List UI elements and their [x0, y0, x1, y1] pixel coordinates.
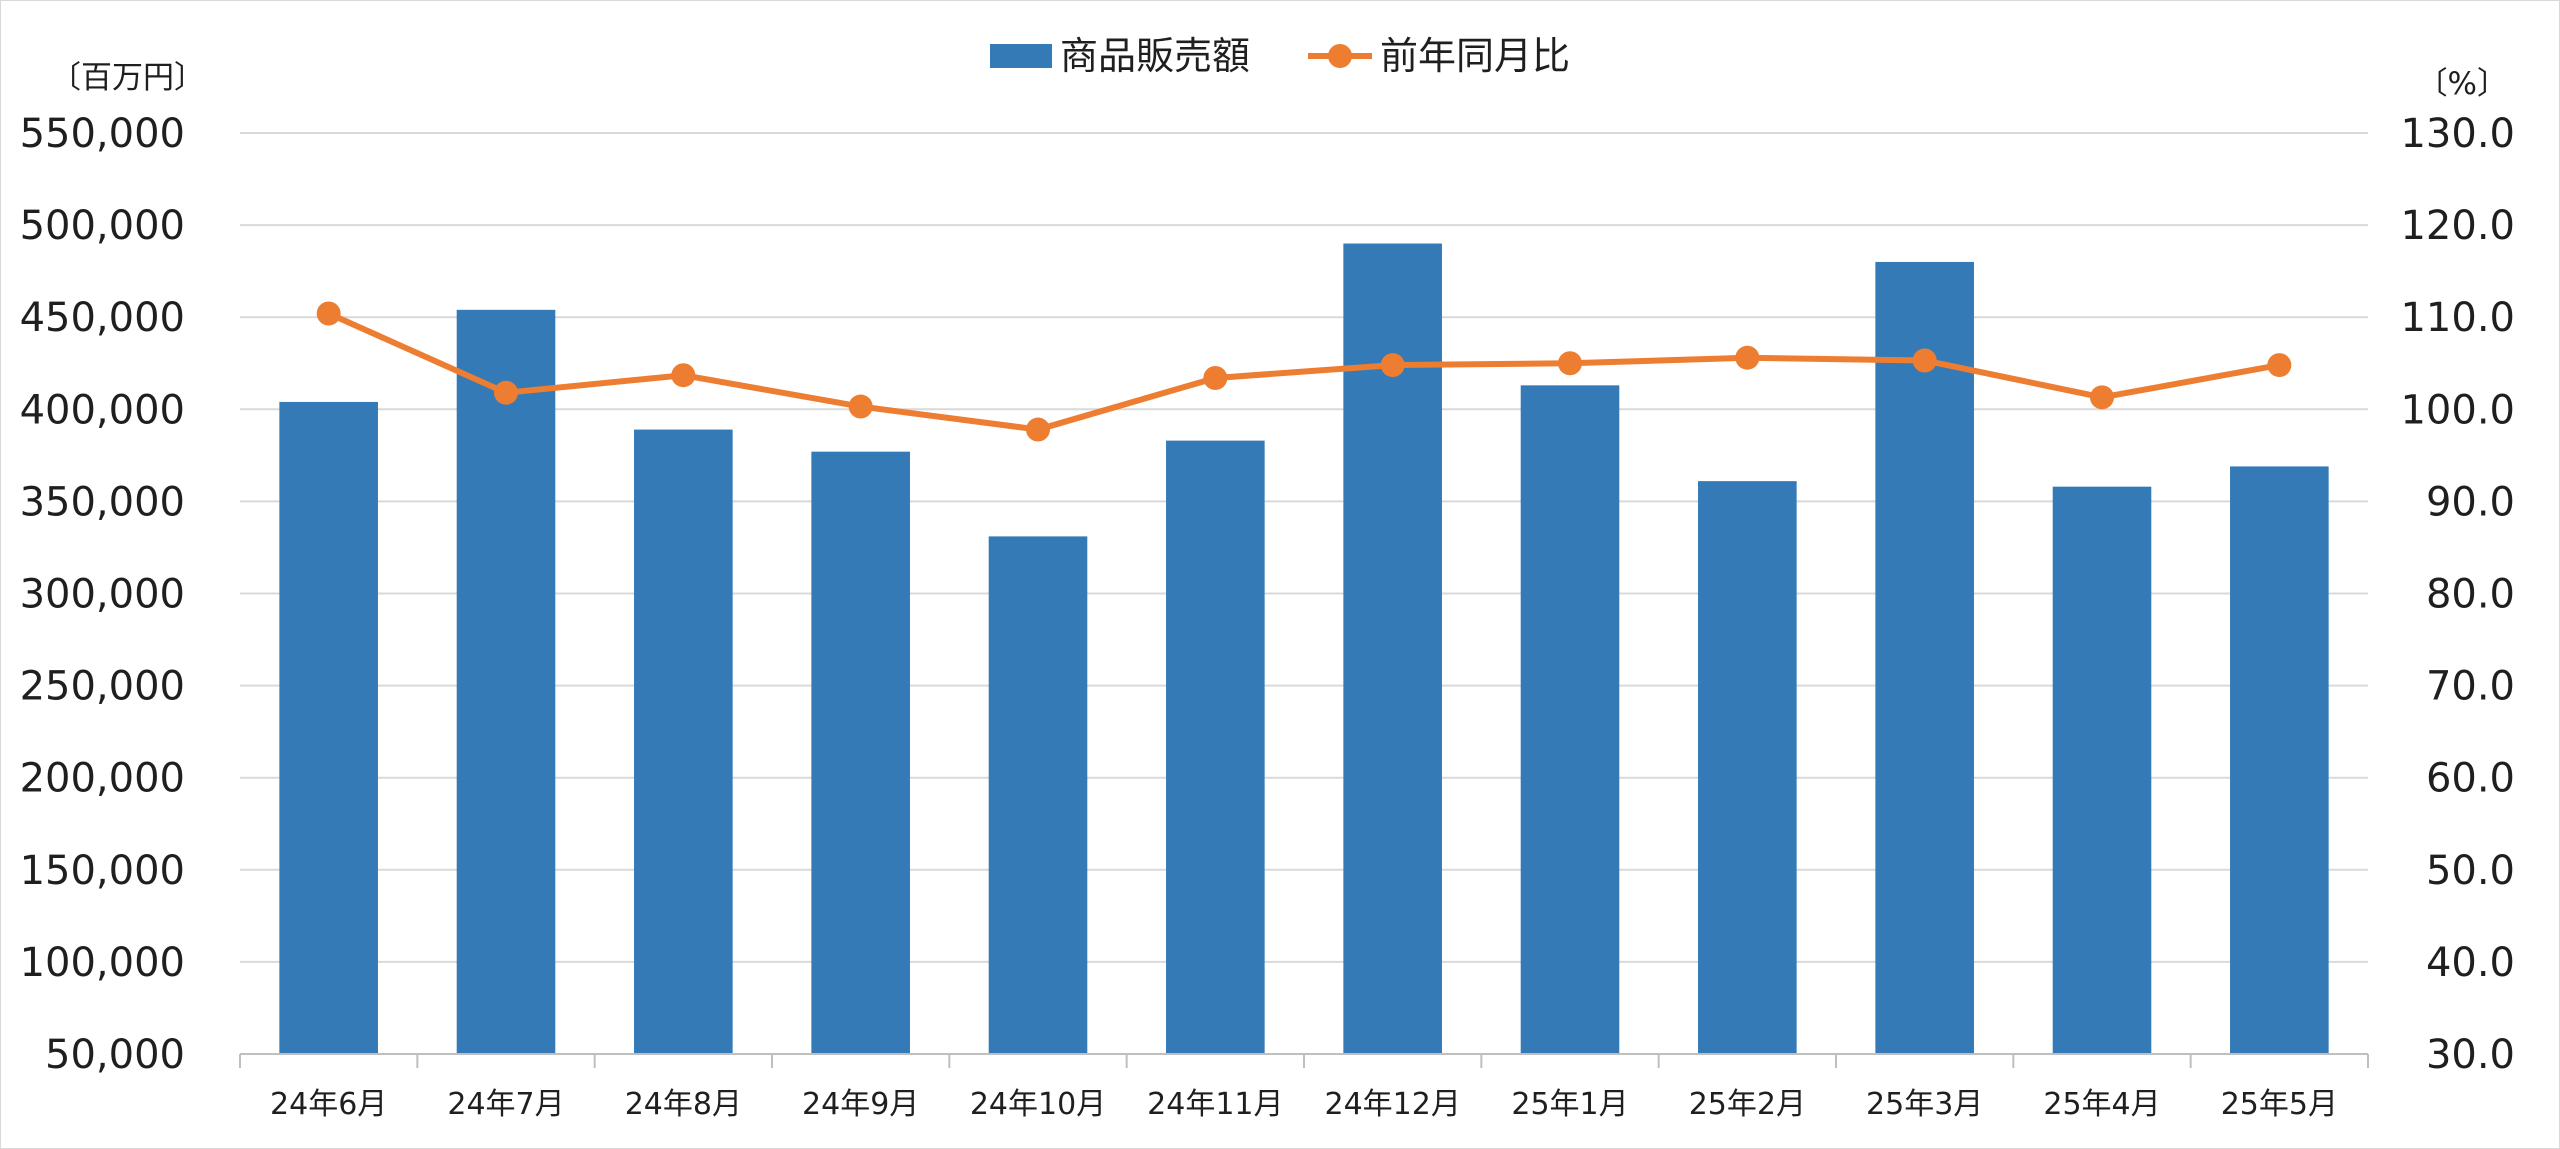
- line-point: [848, 394, 873, 419]
- bar: [634, 429, 733, 1054]
- left-tick-label: 100,000: [20, 940, 185, 986]
- line-path: [327, 310, 2280, 433]
- left-tick-label: 250,000: [20, 664, 185, 710]
- left-axis-unit: 〔百万円〕: [50, 60, 205, 96]
- bar: [1520, 385, 1620, 1054]
- bar: [1343, 243, 1442, 1054]
- category-label: 24年11月: [1147, 1087, 1283, 1122]
- bar: [811, 451, 910, 1054]
- category-label: 24年6月: [270, 1087, 387, 1122]
- legend: 商品販売額 前年同月比: [990, 34, 1570, 78]
- category-label: 24年9月: [802, 1087, 919, 1122]
- right-tick-label: 30.0: [2426, 1032, 2515, 1078]
- left-tick-label: 400,000: [20, 387, 185, 433]
- category-label: 24年10月: [970, 1087, 1106, 1122]
- category-label: 25年5月: [2221, 1087, 2338, 1122]
- axes: 50,000 100,000 150,000 200,000 250,000 300,00…: [20, 111, 2515, 1122]
- right-axis-unit: 〔%〕: [2417, 66, 2508, 102]
- bar: [1166, 440, 1265, 1054]
- gridlines: [240, 132, 2368, 963]
- left-tick-label: 500,000: [20, 203, 185, 249]
- legend-bar-swatch: [990, 44, 1052, 68]
- line-point: [2090, 385, 2114, 410]
- right-tick-label: 130.0: [2400, 111, 2515, 157]
- line-point: [1735, 345, 1760, 370]
- bar: [988, 536, 1088, 1054]
- left-tick-label: 550,000: [20, 111, 185, 157]
- right-tick-label: 120.0: [2400, 203, 2515, 249]
- legend-line-marker: [1328, 44, 1352, 68]
- line-point: [671, 363, 696, 388]
- line-point: [2267, 353, 2292, 378]
- bar-series: [279, 243, 2329, 1055]
- category-label: 25年2月: [1689, 1087, 1806, 1122]
- left-tick-label: 350,000: [20, 479, 185, 525]
- left-tick-label: 150,000: [20, 848, 185, 894]
- line-point: [494, 380, 518, 405]
- line-point: [1558, 351, 1582, 376]
- right-tick-label: 90.0: [2426, 479, 2515, 525]
- left-tick-label: 450,000: [20, 295, 185, 341]
- right-tick-label: 70.0: [2426, 664, 2515, 710]
- legend-bar-label: 商品販売額: [1060, 34, 1250, 78]
- right-tick-label: 100.0: [2400, 387, 2515, 433]
- bar: [2230, 466, 2329, 1055]
- right-tick-label: 110.0: [2400, 295, 2515, 341]
- category-label: 25年3月: [1866, 1087, 1983, 1122]
- line-series: [316, 301, 2292, 442]
- bar: [1875, 261, 1974, 1054]
- right-tick-label: 60.0: [2426, 756, 2515, 802]
- category-label: 24年8月: [625, 1087, 742, 1122]
- left-tick-label: 50,000: [45, 1032, 185, 1078]
- category-label: 24年12月: [1324, 1087, 1460, 1122]
- category-label: 24年7月: [447, 1087, 564, 1122]
- line-point: [1380, 353, 1405, 378]
- left-tick-label: 300,000: [20, 572, 185, 618]
- legend-line-label: 前年同月比: [1380, 34, 1570, 78]
- right-tick-label: 40.0: [2426, 940, 2515, 986]
- category-label: 25年1月: [1511, 1087, 1628, 1122]
- bar: [456, 309, 556, 1054]
- bar: [1698, 481, 1797, 1054]
- right-tick-label: 80.0: [2426, 572, 2515, 618]
- bar: [279, 401, 378, 1054]
- line-point: [1203, 365, 1228, 390]
- bar: [2052, 486, 2152, 1054]
- line-point: [1912, 348, 1937, 373]
- right-tick-label: 50.0: [2426, 848, 2515, 894]
- left-tick-label: 200,000: [20, 756, 185, 802]
- line-point: [1026, 417, 1050, 442]
- line-point: [316, 301, 341, 326]
- category-label: 25年4月: [2043, 1087, 2160, 1122]
